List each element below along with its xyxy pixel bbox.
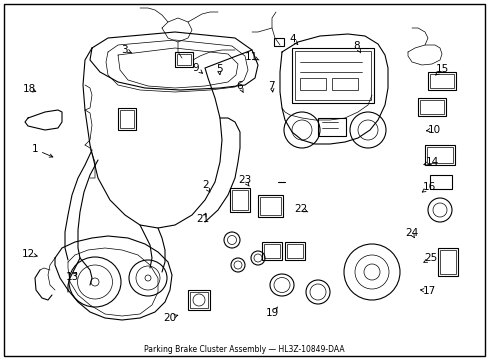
Text: 15: 15 [435,64,448,74]
Text: 17: 17 [422,286,435,296]
Text: 22: 22 [293,204,307,214]
Bar [291,48,373,103]
Bar [285,242,305,260]
Bar [120,110,134,128]
Text: 1: 1 [32,144,39,154]
Bar [286,244,303,258]
Text: 2: 2 [202,180,208,190]
Bar [429,74,453,88]
Text: 12: 12 [21,249,35,259]
Text: 3: 3 [121,45,128,55]
Text: 18: 18 [22,84,36,94]
Text: 5: 5 [215,64,222,74]
Text: 21: 21 [196,214,209,224]
Bar [331,78,357,90]
Text: 24: 24 [404,228,418,238]
Bar [231,190,247,210]
Bar [424,145,454,165]
Bar [299,78,325,90]
Bar [262,242,282,260]
Text: 9: 9 [192,63,199,73]
Bar [229,188,249,212]
Bar [317,118,346,136]
Bar [427,72,455,90]
Text: 4: 4 [288,34,295,44]
Bar [439,250,455,274]
Text: 13: 13 [65,272,79,282]
Bar [190,292,207,308]
Bar [175,52,193,67]
Bar [429,175,451,189]
Text: 16: 16 [422,182,435,192]
Bar [426,147,452,163]
Text: Parking Brake Cluster Assembly — HL3Z-10849-DAA: Parking Brake Cluster Assembly — HL3Z-10… [144,345,344,354]
Text: 14: 14 [425,157,439,167]
Bar [260,197,281,215]
Bar [417,98,445,116]
Text: 19: 19 [265,308,279,318]
Bar [177,54,191,65]
Bar [419,100,443,114]
Text: 6: 6 [236,81,243,91]
Bar [273,38,284,46]
Bar [264,244,280,258]
Text: 20: 20 [163,312,176,323]
Bar [187,290,209,310]
Text: 11: 11 [244,52,258,62]
Text: 7: 7 [268,81,275,91]
Text: 10: 10 [427,125,440,135]
Text: 23: 23 [237,175,251,185]
Text: 8: 8 [353,41,360,51]
Text: 25: 25 [424,253,437,264]
Bar [118,108,136,130]
Bar [437,248,457,276]
Bar [294,51,370,100]
Bar [258,195,283,217]
